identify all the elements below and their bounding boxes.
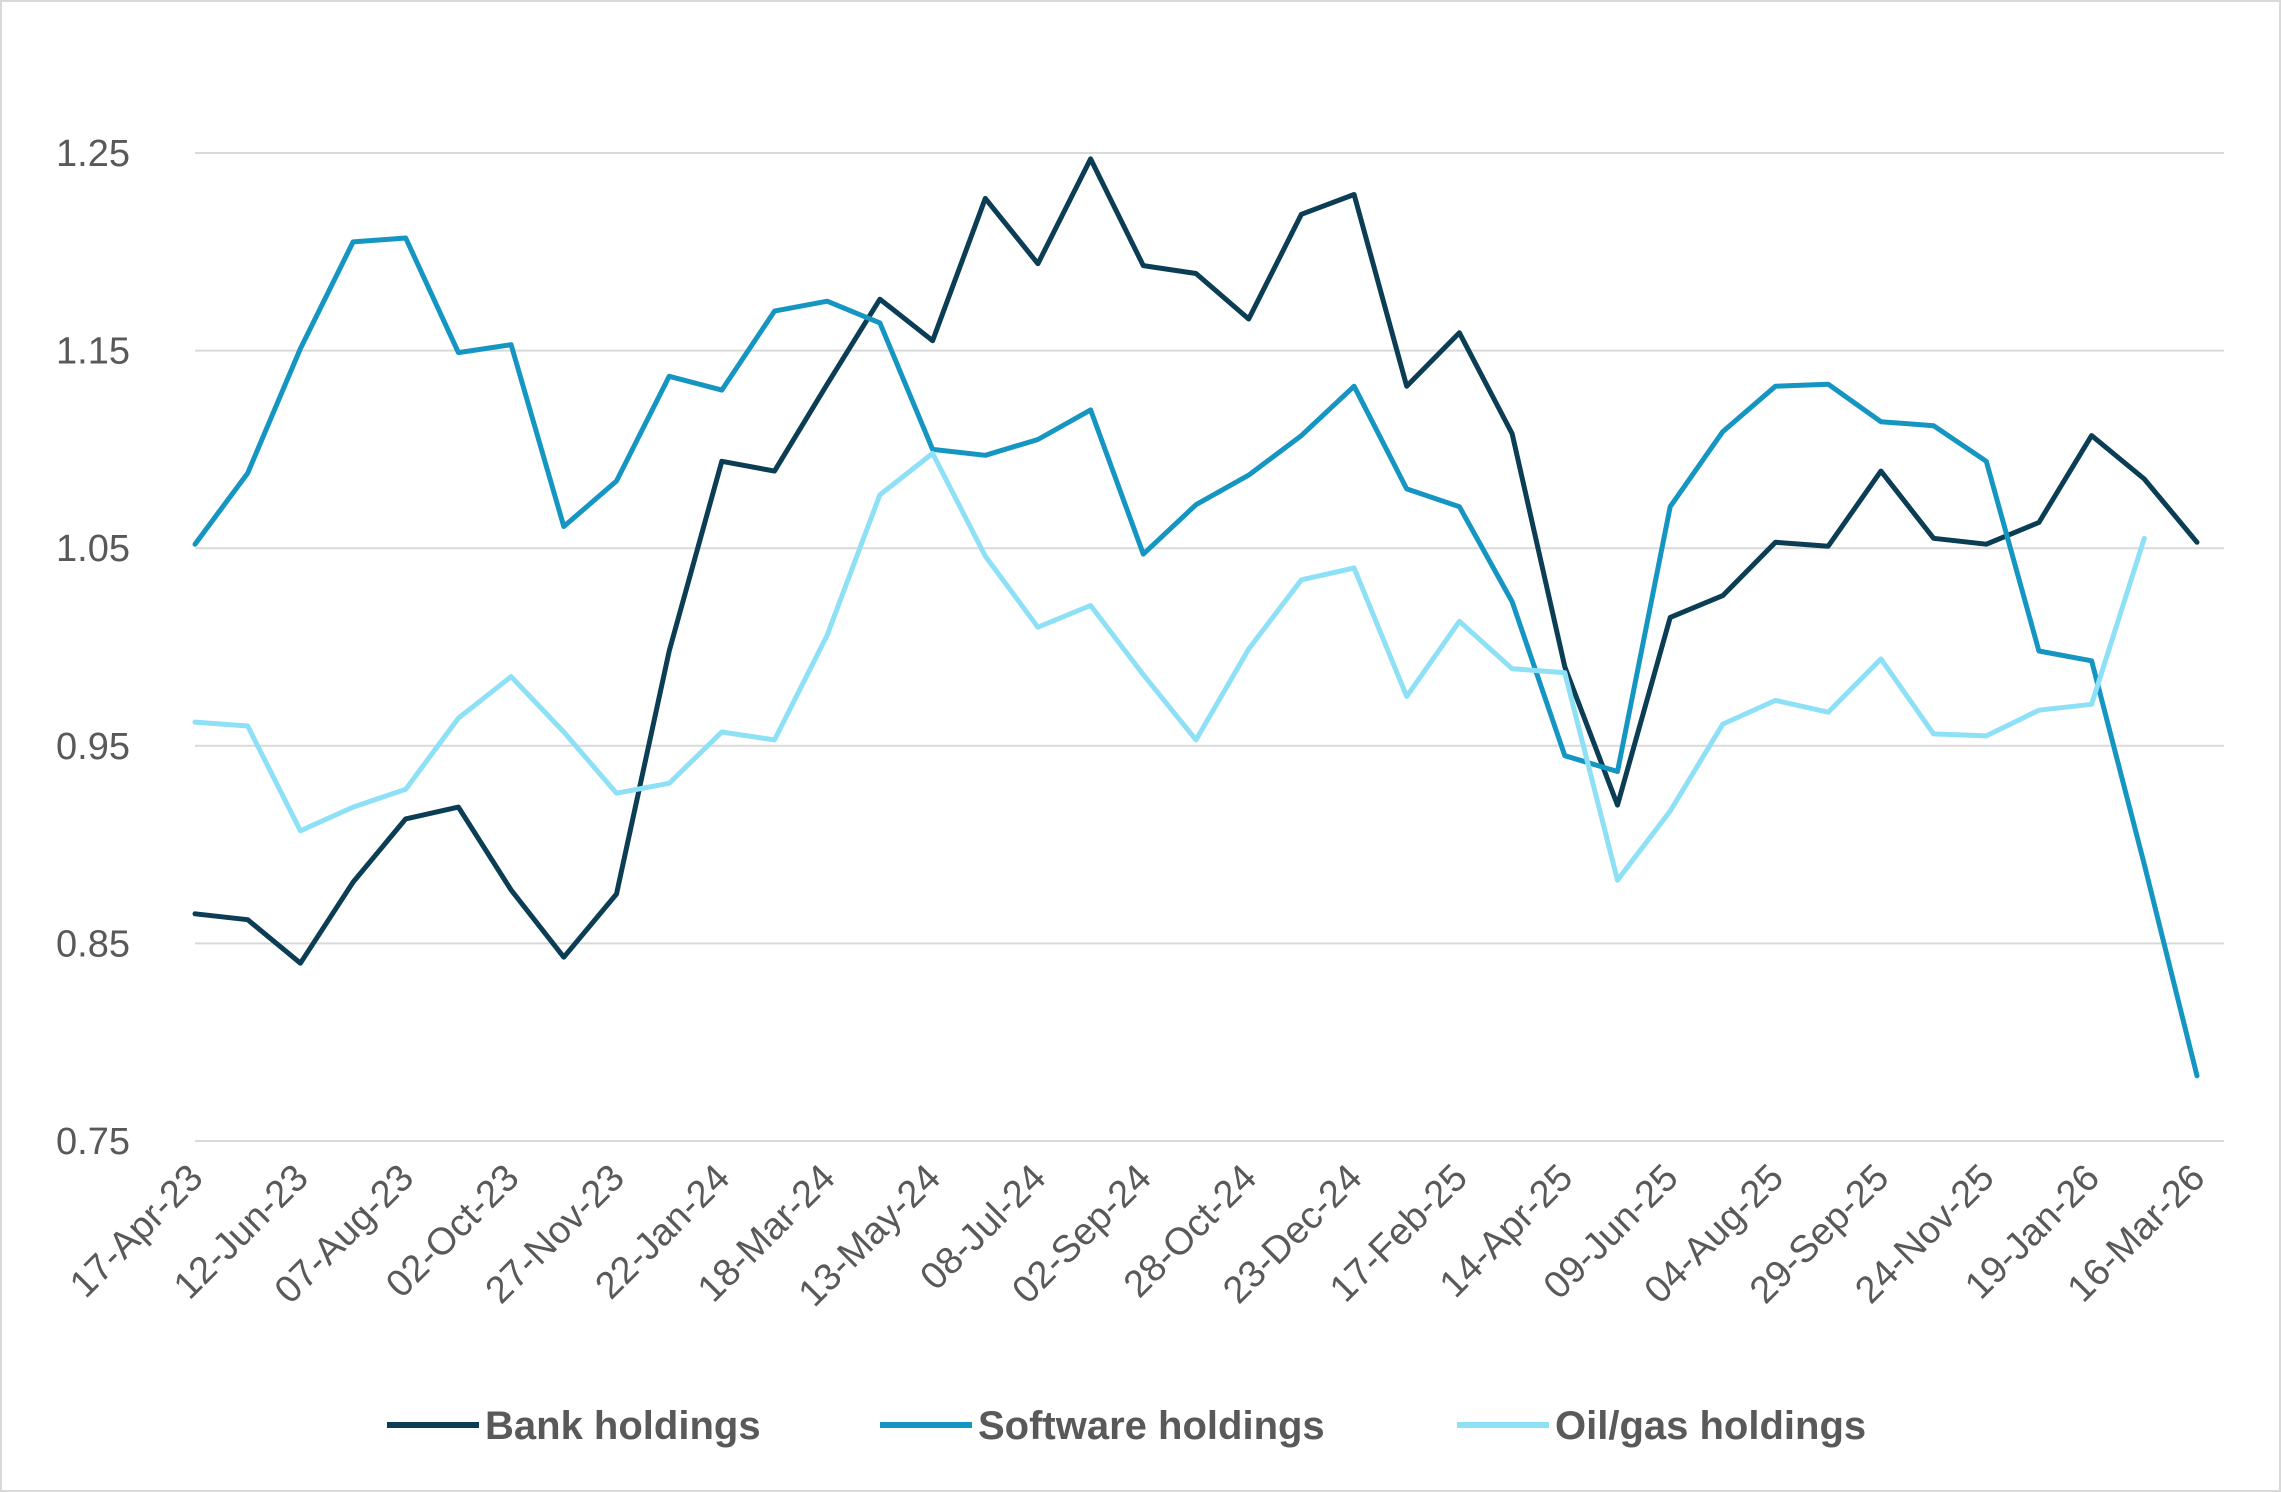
series-lines: [192, 156, 2200, 1079]
series-line-software-holdings: [192, 235, 2200, 1079]
y-tick-label: 1.15: [56, 331, 130, 373]
y-axis-ticks: 1.25 1.15 1.05 0.95 0.85 0.75: [56, 133, 130, 1163]
legend-label-oil-gas-holdings: Oil/gas holdings: [1555, 1404, 1866, 1448]
y-tick-label: 1.05: [56, 528, 130, 570]
y-tick-label: 0.95: [56, 726, 130, 768]
legend-label-software-holdings: Software holdings: [978, 1404, 1325, 1448]
legend: Bank holdings Software holdings Oil/gas ho…: [387, 1404, 1866, 1448]
series-line-oil-gas-holdings: [192, 450, 2147, 883]
y-tick-label: 0.75: [56, 1121, 130, 1163]
legend-label-bank-holdings: Bank holdings: [485, 1404, 761, 1448]
x-axis-ticks: 17-Apr-2312-Jun-2307-Aug-2302-Oct-2327-N…: [62, 1157, 2213, 1315]
series-line-bank-holdings: [192, 156, 2200, 966]
gridlines: [195, 152, 2224, 1142]
y-tick-label: 0.85: [56, 923, 130, 965]
y-tick-label: 1.25: [56, 133, 130, 175]
